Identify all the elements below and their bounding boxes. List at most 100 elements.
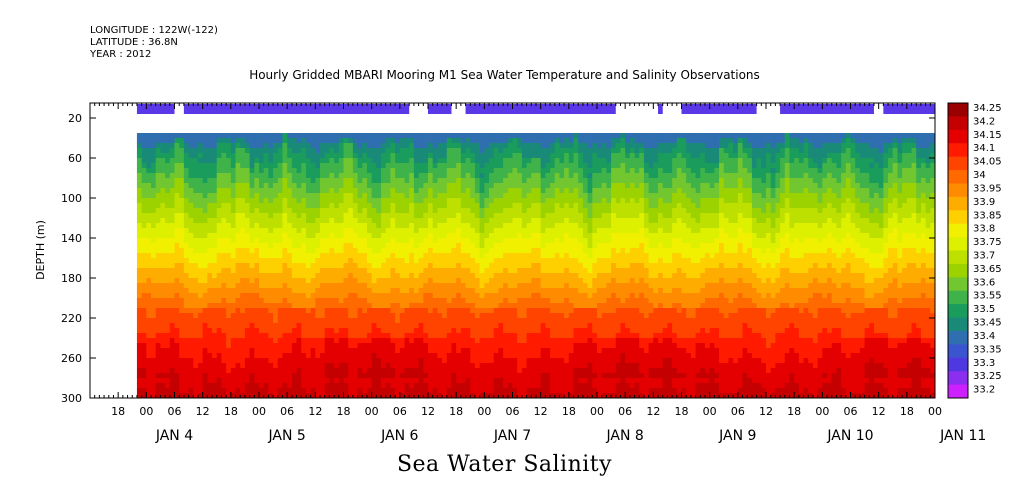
salinity-cell: [460, 298, 467, 304]
salinity-cell: [512, 313, 518, 319]
salinity-cell: [301, 373, 307, 379]
salinity-cell: [197, 143, 204, 149]
salinity-cell: [428, 383, 434, 389]
salinity-cell: [244, 133, 251, 139]
salinity-cell: [404, 273, 410, 279]
salinity-cell: [479, 193, 485, 199]
salinity-cell: [320, 328, 326, 334]
salinity-cell: [404, 378, 410, 384]
salinity-cell: [320, 273, 326, 279]
salinity-cell: [381, 363, 387, 369]
salinity-cell: [432, 338, 438, 344]
salinity-cell: [474, 198, 481, 204]
salinity-cell: [296, 188, 302, 194]
salinity-cell: [338, 153, 345, 159]
salinity-cell: [287, 328, 293, 334]
salinity-cell: [169, 393, 176, 398]
salinity-cell: [338, 268, 345, 274]
salinity-cell: [423, 393, 429, 398]
salinity-cell: [554, 223, 561, 229]
salinity-cell: [395, 188, 401, 194]
salinity-cell: [489, 198, 495, 204]
salinity-cell: [282, 158, 288, 164]
salinity-cell: [399, 238, 406, 244]
salinity-cell: [446, 203, 453, 209]
salinity-cell: [545, 293, 551, 299]
salinity-cell: [273, 173, 279, 179]
salinity-cell: [179, 258, 185, 264]
salinity-cell: [305, 238, 312, 244]
salinity-cell: [568, 183, 575, 189]
salinity-cell: [568, 303, 575, 309]
salinity-cell: [456, 348, 462, 354]
salinity-cell: [404, 218, 410, 224]
salinity-cell: [202, 363, 208, 369]
salinity-cell: [385, 163, 392, 169]
salinity-cell: [540, 188, 546, 194]
salinity-cell: [413, 248, 420, 254]
salinity-cell: [451, 258, 457, 264]
salinity-cell: [526, 363, 532, 369]
salinity-cell: [320, 228, 326, 234]
salinity-cell: [305, 288, 312, 294]
salinity-cell: [451, 218, 457, 224]
salinity-cell: [155, 218, 162, 224]
salinity-cell: [183, 143, 190, 149]
salinity-cell: [197, 263, 204, 269]
salinity-cell: [320, 213, 326, 219]
salinity-cell: [362, 393, 368, 398]
salinity-cell: [151, 283, 157, 289]
salinity-cell: [362, 348, 368, 354]
salinity-cell: [432, 373, 438, 379]
salinity-cell: [254, 378, 260, 384]
salinity-cell: [409, 208, 415, 214]
salinity-cell: [146, 173, 152, 179]
salinity-cell: [531, 373, 537, 379]
salinity-cell: [155, 348, 162, 354]
salinity-cell: [456, 253, 462, 259]
salinity-cell: [329, 328, 335, 334]
salinity-cell: [212, 228, 218, 234]
salinity-cell: [564, 193, 570, 199]
salinity-cell: [310, 358, 316, 364]
salinity-cell: [484, 328, 490, 334]
salinity-cell: [263, 243, 269, 249]
salinity-cell: [320, 373, 326, 379]
salinity-cell: [484, 298, 490, 304]
salinity-cell: [512, 133, 518, 139]
salinity-cell: [428, 393, 434, 398]
salinity-cell: [193, 248, 199, 254]
salinity-cell: [451, 303, 457, 309]
salinity-cell: [348, 173, 354, 179]
salinity-cell: [249, 183, 255, 189]
salinity-cell: [268, 188, 274, 194]
salinity-cell: [507, 278, 514, 284]
salinity-cell: [259, 163, 265, 169]
salinity-cell: [460, 303, 467, 309]
salinity-cell: [183, 378, 190, 384]
salinity-cell: [282, 228, 288, 234]
salinity-cell: [352, 258, 359, 264]
salinity-cell: [324, 323, 331, 329]
salinity-cell: [381, 243, 387, 249]
salinity-cell: [442, 223, 448, 229]
salinity-cell: [305, 243, 312, 249]
salinity-cell: [465, 308, 471, 314]
salinity-cell: [348, 268, 354, 274]
salinity-cell: [526, 283, 532, 289]
salinity-cell: [179, 378, 185, 384]
salinity-cell: [376, 373, 382, 379]
salinity-cell: [169, 258, 176, 264]
salinity-cell: [385, 313, 392, 319]
salinity-cell: [202, 208, 208, 214]
salinity-cell: [207, 238, 213, 244]
salinity-cell: [188, 188, 194, 194]
salinity-cell: [277, 198, 284, 204]
salinity-cell: [512, 373, 518, 379]
salinity-cell: [521, 348, 528, 354]
salinity-cell: [451, 393, 457, 398]
salinity-cell: [479, 358, 485, 364]
salinity-cell: [493, 338, 500, 344]
salinity-cell: [451, 273, 457, 279]
salinity-cell: [503, 253, 509, 259]
